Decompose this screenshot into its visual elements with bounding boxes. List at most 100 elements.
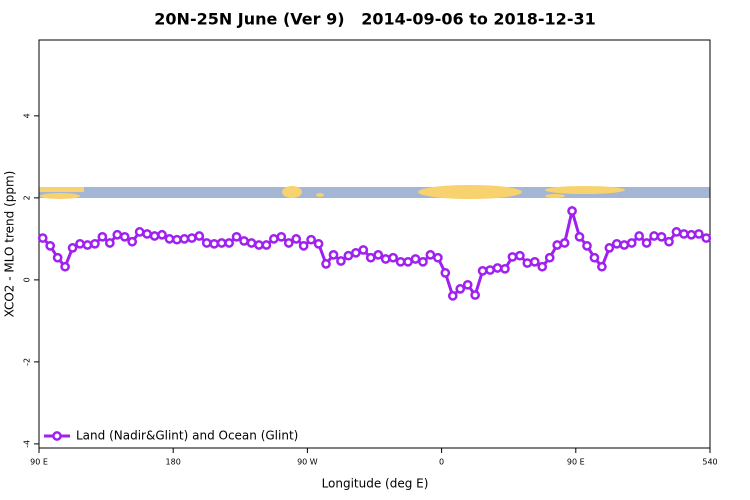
point — [216, 238, 227, 248]
point — [559, 238, 570, 248]
point — [201, 238, 212, 248]
x-tick-label: 0 — [439, 458, 444, 467]
point — [492, 263, 503, 273]
point — [485, 265, 495, 275]
point — [194, 231, 205, 241]
y-axis-title: XCO2 - MLO trend (ppm) — [3, 171, 17, 318]
point — [254, 240, 264, 250]
point — [67, 243, 78, 253]
point — [671, 227, 682, 237]
x-tick-label: 90 W — [297, 458, 318, 467]
point — [425, 250, 436, 260]
point — [507, 252, 518, 262]
point — [634, 231, 645, 241]
point — [269, 234, 279, 244]
point — [283, 238, 294, 248]
point — [90, 238, 100, 249]
point — [611, 238, 622, 249]
point — [403, 256, 413, 267]
point — [656, 231, 667, 242]
point — [45, 240, 56, 251]
point — [664, 236, 674, 247]
point — [522, 258, 533, 268]
point — [231, 231, 242, 242]
point — [462, 279, 473, 290]
point — [365, 252, 376, 263]
point — [351, 247, 361, 258]
point — [97, 231, 108, 242]
point — [395, 256, 406, 267]
point — [209, 238, 220, 249]
point — [388, 252, 398, 263]
point — [179, 234, 190, 244]
point — [373, 250, 384, 260]
point — [149, 231, 160, 241]
point — [82, 240, 93, 250]
point — [433, 252, 443, 263]
point — [604, 243, 615, 253]
x-tick-label: 540 — [702, 458, 717, 467]
point — [306, 234, 316, 245]
point — [455, 284, 466, 294]
point — [142, 229, 152, 239]
point — [313, 238, 324, 249]
point — [239, 236, 249, 246]
point — [626, 238, 637, 248]
point — [336, 256, 346, 266]
point — [686, 229, 697, 240]
point — [276, 231, 287, 242]
point — [567, 206, 577, 216]
point — [582, 240, 592, 251]
point — [328, 250, 339, 260]
y-tick-label: 4 — [23, 113, 32, 118]
point — [701, 233, 712, 243]
point — [470, 290, 480, 300]
point — [589, 252, 600, 263]
point — [343, 250, 354, 261]
x-tick-label: 90 E — [30, 458, 48, 467]
point — [529, 256, 540, 267]
point — [679, 229, 689, 239]
y-tick-label: -4 — [23, 440, 32, 448]
point — [693, 229, 704, 239]
point — [291, 234, 302, 244]
point — [164, 234, 175, 244]
point — [127, 236, 138, 247]
legend-label: Land (Nadir&Glint) and Ocean (Glint) — [76, 429, 298, 443]
point — [52, 252, 63, 263]
point — [500, 263, 510, 274]
y-tick-label: 2 — [23, 195, 32, 200]
chart-title: 20N-25N June (Ver 9) 2014-09-06 to 2018-… — [154, 10, 595, 29]
point — [619, 240, 630, 250]
point — [298, 240, 309, 251]
point — [119, 231, 130, 242]
point — [157, 229, 167, 240]
point — [172, 234, 182, 245]
point — [477, 266, 488, 276]
point — [134, 227, 145, 237]
point — [515, 250, 525, 261]
point — [447, 291, 458, 301]
point — [537, 261, 548, 272]
point — [649, 231, 659, 241]
point — [597, 261, 607, 272]
point — [418, 256, 428, 267]
y-tick-label: -2 — [23, 358, 32, 366]
point — [544, 252, 555, 263]
point — [552, 240, 563, 250]
point — [37, 233, 48, 243]
point — [104, 238, 115, 248]
point — [641, 238, 652, 248]
point — [380, 254, 391, 264]
point — [60, 261, 70, 272]
point — [112, 229, 123, 240]
point — [186, 233, 197, 243]
x-tick-label: 180 — [166, 458, 181, 467]
x-tick-label: 90 E — [567, 458, 585, 467]
legend-marker — [52, 431, 62, 441]
point — [75, 238, 85, 249]
point — [358, 245, 369, 255]
point — [246, 238, 257, 248]
point — [440, 268, 451, 278]
